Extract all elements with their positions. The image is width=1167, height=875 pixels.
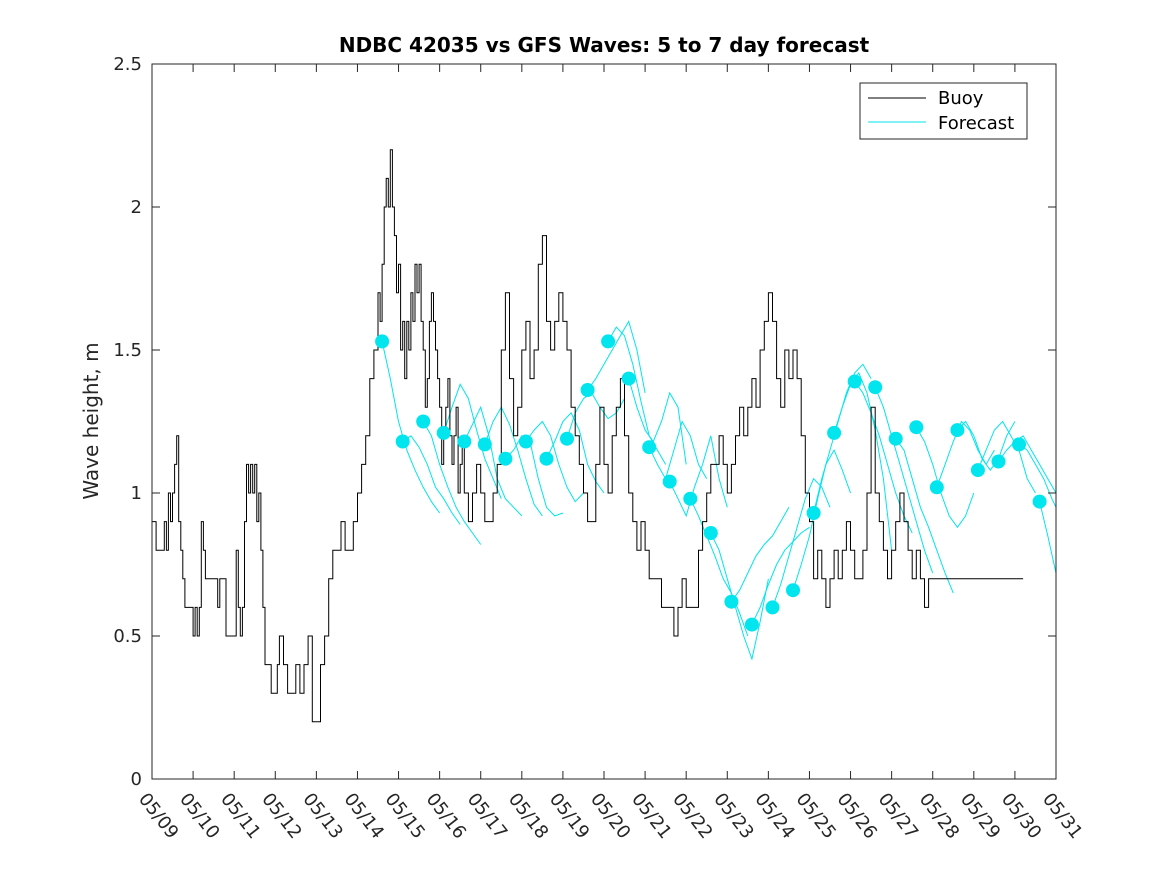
forecast-marker-point bbox=[477, 437, 492, 452]
forecast-marker-point bbox=[827, 425, 842, 440]
y-tick-label: 1.5 bbox=[113, 340, 142, 361]
forecast-line-20 bbox=[792, 448, 851, 591]
forecast-marker-point bbox=[457, 434, 472, 449]
forecast-marker-point bbox=[806, 506, 821, 520]
forecast-line-7 bbox=[525, 420, 584, 503]
forecast-marker-point bbox=[786, 583, 800, 598]
forecast-marker-point bbox=[642, 440, 657, 455]
forecast-line-2 bbox=[422, 421, 482, 545]
forecast-marker-point bbox=[375, 334, 390, 349]
forecast-marker-point bbox=[765, 600, 780, 615]
forecast-line-14 bbox=[669, 435, 728, 518]
forecast-line-30 bbox=[998, 435, 1057, 494]
forecast-marker-point bbox=[683, 491, 698, 506]
chart-title: NDBC 42035 vs GFS Waves: 5 to 7 day fore… bbox=[339, 33, 870, 57]
legend-forecast-label: Forecast bbox=[938, 113, 1014, 134]
forecast-marker-point bbox=[888, 431, 903, 446]
legend: Buoy Forecast bbox=[859, 82, 1028, 140]
buoy-series-line bbox=[152, 149, 1024, 723]
forecast-marker-point bbox=[518, 434, 533, 449]
forecast-marker-point bbox=[436, 425, 451, 440]
forecast-line-29 bbox=[977, 420, 1036, 494]
y-tick-label: 0.5 bbox=[113, 626, 142, 647]
forecast-marker-point bbox=[929, 480, 944, 495]
forecast-line-31 bbox=[1018, 443, 1057, 508]
forecast-marker-point bbox=[970, 463, 985, 478]
forecast-marker-point bbox=[560, 431, 574, 446]
forecast-marker-point bbox=[991, 454, 1006, 469]
forecast-marker-point bbox=[703, 526, 718, 540]
forecast-marker-point bbox=[498, 451, 513, 466]
forecast-line-18 bbox=[751, 526, 810, 625]
y-axis-label: Wave height, m bbox=[79, 342, 103, 499]
y-tick-label: 0 bbox=[131, 769, 142, 790]
forecast-line-12 bbox=[628, 378, 687, 465]
forecast-line-13 bbox=[648, 420, 708, 480]
forecast-marker-point bbox=[909, 420, 924, 435]
y-tick-label: 2.5 bbox=[113, 54, 142, 75]
forecast-marker-point bbox=[1012, 437, 1026, 452]
forecast-line-32 bbox=[1039, 501, 1057, 574]
y-tick-label: 2 bbox=[131, 197, 142, 218]
forecast-marker-point bbox=[1032, 494, 1047, 509]
forecast-line-25 bbox=[895, 438, 954, 594]
forecast-line-15 bbox=[689, 498, 749, 637]
forecast-line-6 bbox=[505, 435, 564, 517]
forecast-line-17 bbox=[730, 507, 790, 602]
forecast-marker-point bbox=[539, 451, 554, 466]
forecast-marker-point bbox=[395, 434, 410, 449]
forecast-line-23 bbox=[854, 381, 913, 534]
forecast-line-22 bbox=[833, 371, 893, 551]
forecast-marker-point bbox=[601, 334, 616, 349]
forecast-marker-point bbox=[868, 380, 883, 395]
forecast-marker-point bbox=[847, 374, 862, 389]
forecast-line-5 bbox=[484, 406, 543, 517]
forecast-line-26 bbox=[915, 426, 975, 529]
legend-buoy-label: Buoy bbox=[938, 88, 984, 109]
forecast-line-3 bbox=[443, 383, 502, 499]
forecast-line-28 bbox=[957, 420, 1016, 471]
forecast-marker-point bbox=[416, 414, 431, 429]
forecast-line-4 bbox=[463, 405, 523, 517]
forecast-line-10 bbox=[587, 320, 646, 393]
forecast-line-0 bbox=[381, 341, 441, 514]
forecast-marker-point bbox=[580, 383, 595, 397]
forecast-marker-point bbox=[724, 594, 739, 609]
forecast-marker-point bbox=[744, 617, 759, 632]
series-layer bbox=[152, 149, 1057, 723]
forecast-marker-point bbox=[621, 371, 636, 386]
forecast-line-1 bbox=[402, 435, 461, 525]
y-tick-label: 1 bbox=[131, 483, 142, 504]
forecast-marker-point bbox=[662, 474, 677, 489]
forecast-line-24 bbox=[874, 387, 934, 574]
forecast-line-9 bbox=[566, 392, 625, 439]
forecast-marker-point bbox=[950, 423, 965, 438]
forecast-line-16 bbox=[710, 532, 769, 661]
legend-box bbox=[859, 82, 1028, 140]
